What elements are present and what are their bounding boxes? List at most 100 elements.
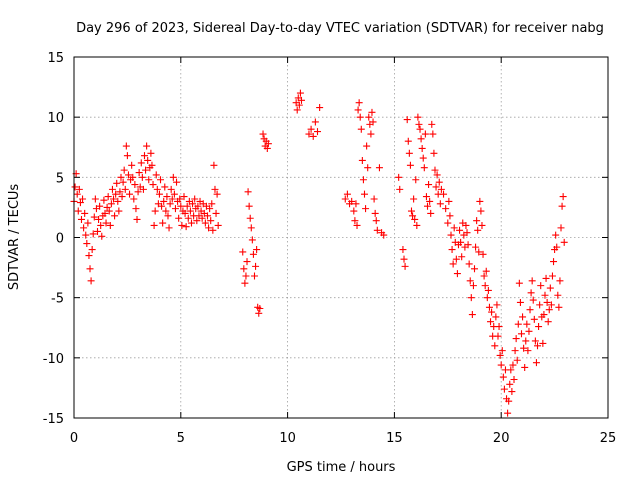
data-point [510, 375, 518, 383]
data-point [148, 161, 156, 169]
data-point [95, 215, 103, 223]
data-point [173, 178, 181, 186]
data-point [395, 173, 403, 181]
data-point [405, 149, 413, 157]
data-point [513, 356, 521, 364]
data-point [240, 265, 248, 273]
data-point [112, 190, 120, 198]
data-point [152, 171, 160, 179]
data-point [151, 207, 159, 215]
data-point [201, 219, 209, 227]
data-point [468, 311, 476, 319]
data-point [204, 212, 211, 220]
data-point [444, 219, 452, 227]
x-tick-label: 25 [600, 431, 617, 446]
data-point [401, 262, 409, 270]
data-point [553, 243, 561, 251]
data-point [415, 120, 423, 128]
chart-title: Day 296 of 2023, Sidereal Day-to-day VTE… [76, 21, 604, 36]
data-point [194, 202, 202, 210]
data-point [348, 197, 356, 205]
data-point [529, 296, 537, 304]
data-point [82, 231, 90, 239]
data-point [239, 248, 247, 256]
data-point [357, 125, 365, 133]
data-point [120, 166, 128, 174]
data-point [241, 279, 249, 287]
data-point [149, 181, 157, 189]
data-point [534, 342, 542, 350]
data-point [528, 277, 536, 285]
data-point [472, 243, 480, 251]
data-point [100, 196, 108, 204]
data-point [93, 227, 101, 235]
data-point [178, 221, 186, 229]
data-point [404, 137, 412, 145]
data-point [147, 149, 155, 157]
data-point [140, 152, 148, 160]
data-point [407, 207, 415, 215]
data-point [560, 238, 568, 246]
data-point [296, 89, 304, 97]
data-point [208, 200, 216, 208]
data-point [469, 282, 477, 290]
data-point [244, 188, 252, 196]
axis-ticks: 0 5 10 15 20 25 15 10 5 0 -5 -10 -15 [43, 51, 617, 446]
data-point [166, 200, 174, 208]
data-point [83, 240, 91, 248]
data-point [516, 298, 524, 306]
data-point [453, 270, 461, 278]
data-point [360, 190, 368, 198]
x-tick-label: 0 [70, 431, 78, 446]
data-point [108, 185, 116, 193]
data-point [123, 152, 131, 160]
data-point [297, 96, 305, 104]
data-point [80, 224, 88, 232]
data-point [536, 301, 544, 309]
data-point [400, 255, 408, 263]
data-point [170, 190, 178, 198]
data-point [138, 173, 146, 181]
data-point [210, 161, 218, 169]
data-point [524, 347, 532, 355]
data-point [494, 332, 502, 340]
data-point [168, 195, 176, 203]
data-point [426, 197, 434, 205]
data-point [479, 250, 487, 258]
data-point [537, 282, 545, 290]
data-point [165, 224, 173, 232]
data-point [544, 318, 552, 326]
data-point [367, 130, 375, 138]
data-point [77, 215, 85, 223]
data-point [436, 200, 444, 208]
data-point [493, 301, 501, 309]
data-point [370, 195, 378, 203]
data-point [184, 214, 192, 222]
data-point [205, 224, 213, 232]
data-point [555, 303, 563, 311]
data-point [520, 344, 528, 352]
data-point [316, 104, 324, 112]
data-point [491, 342, 499, 350]
x-tick-label: 5 [177, 431, 185, 446]
data-point [475, 248, 483, 256]
data-point [212, 209, 220, 217]
data-point [209, 226, 217, 234]
data-point [552, 231, 560, 239]
data-point [134, 188, 142, 196]
data-point [525, 327, 533, 335]
data-point [375, 164, 383, 172]
data-point [263, 144, 271, 152]
data-point [189, 200, 197, 208]
data-point [492, 313, 500, 321]
data-point [523, 320, 531, 328]
data-point [104, 193, 112, 201]
data-point [350, 207, 358, 215]
data-point [133, 215, 141, 223]
data-point [341, 195, 349, 203]
data-point [504, 409, 512, 417]
data-point [243, 258, 251, 266]
data-point [519, 313, 527, 321]
data-point [252, 262, 260, 270]
data-point [359, 176, 367, 184]
